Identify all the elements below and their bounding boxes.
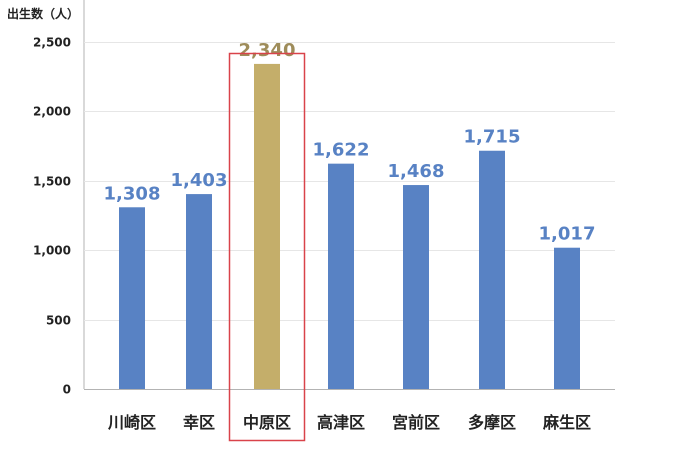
data-label: 1,468 xyxy=(388,161,445,182)
data-label: 1,403 xyxy=(171,170,228,191)
bars xyxy=(119,63,580,390)
y-tick-label: 1,500 xyxy=(33,175,71,189)
y-tick-label: 2,000 xyxy=(33,105,71,119)
bar xyxy=(186,194,212,389)
y-tick-label: 0 xyxy=(63,383,71,397)
data-label: 1,308 xyxy=(104,183,161,204)
bar xyxy=(479,150,505,389)
bar xyxy=(119,207,145,389)
data-labels: 1,308 1,403 2,340 1,622 1,468 1,715 1,017 xyxy=(104,40,596,245)
data-label: 1,715 xyxy=(464,127,521,148)
y-axis-ticks: 0 500 1,000 1,500 2,000 2,500 xyxy=(33,36,71,397)
highlight-box xyxy=(228,52,306,442)
data-label: 1,622 xyxy=(313,140,370,161)
data-label: 2,340 xyxy=(239,40,296,61)
y-axis-label: 出生数（人） xyxy=(7,6,79,21)
x-tick-label: 幸区 xyxy=(183,413,215,432)
x-tick-label: 高津区 xyxy=(317,413,365,432)
bar xyxy=(554,247,580,389)
x-axis-ticks: 川崎区 幸区 中原区 高津区 宮前区 多摩区 麻生区 xyxy=(107,413,591,432)
y-tick-label: 2,500 xyxy=(33,36,71,50)
y-tick-label: 1,000 xyxy=(33,244,71,258)
x-tick-label: 宮前区 xyxy=(392,413,440,432)
x-tick-label: 中原区 xyxy=(243,413,291,432)
bar xyxy=(254,63,280,390)
x-tick-label: 川崎区 xyxy=(107,413,156,432)
x-tick-label: 多摩区 xyxy=(468,413,516,432)
x-tick-label: 麻生区 xyxy=(542,413,591,432)
data-label: 1,017 xyxy=(539,224,596,245)
bar xyxy=(328,163,354,389)
bar xyxy=(403,185,429,389)
y-tick-label: 500 xyxy=(46,314,71,328)
